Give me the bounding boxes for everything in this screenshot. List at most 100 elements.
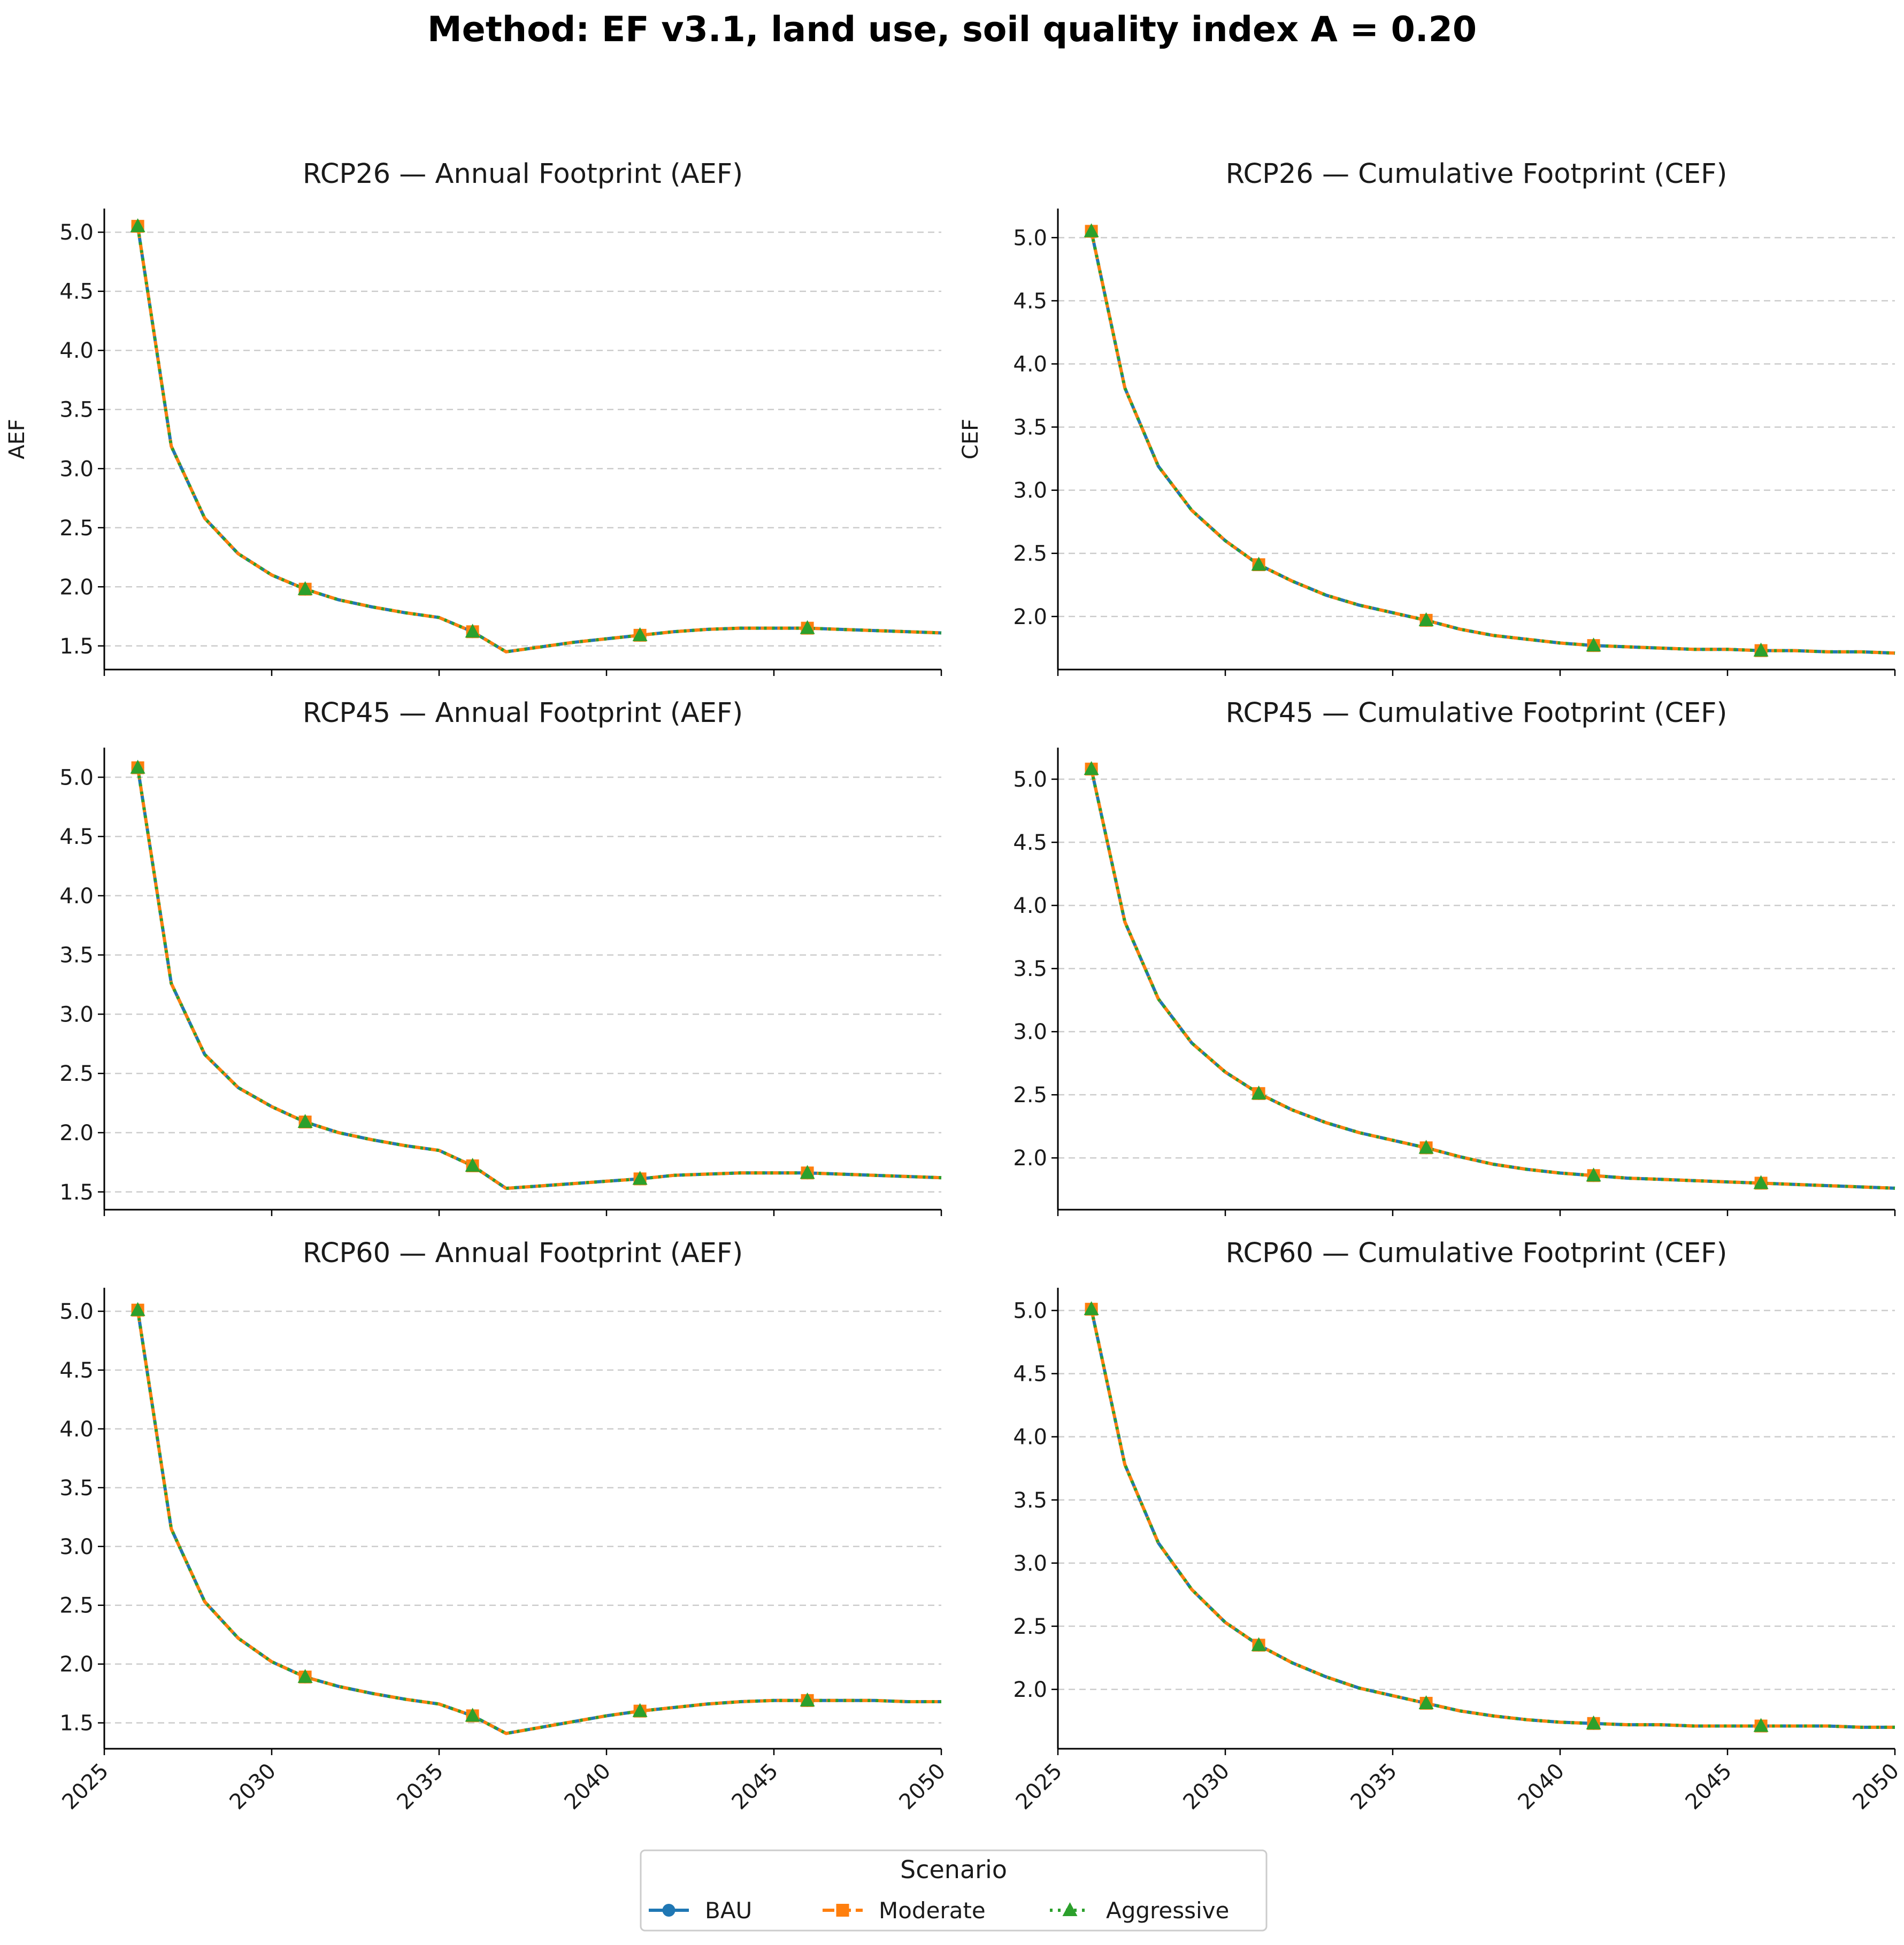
data-point-aggressive bbox=[1084, 223, 1099, 237]
y-tick-label: 3.0 bbox=[1013, 1551, 1047, 1576]
y-tick-label: 3.0 bbox=[59, 1535, 94, 1559]
subplot-title: RCP45 — Cumulative Footprint (CEF) bbox=[1226, 697, 1728, 729]
y-tick-label: 4.0 bbox=[59, 884, 94, 909]
x-tick-label: 2030 bbox=[225, 1759, 281, 1815]
legend-entry-aggressive: Aggressive bbox=[1050, 1897, 1229, 1924]
legend-marker bbox=[836, 1904, 849, 1917]
y-tick-label: 3.0 bbox=[1013, 479, 1047, 503]
subplot-title: RCP26 — Annual Footprint (AEF) bbox=[303, 158, 743, 190]
series-line-bau bbox=[1089, 230, 1895, 655]
data-point-aggressive bbox=[1418, 612, 1434, 626]
data-point-aggressive bbox=[465, 1708, 480, 1722]
y-tick-label: 4.0 bbox=[1013, 352, 1047, 376]
subplot-3: RCP45 — Annual Footprint (AEF) 1.5 2.0 2.5 3… bbox=[59, 697, 942, 1216]
y-tick-label: 3.5 bbox=[1013, 957, 1047, 981]
subplot-title: RCP45 — Annual Footprint (AEF) bbox=[303, 697, 743, 729]
series-line-moderate bbox=[1089, 230, 1895, 655]
data-point-aggressive bbox=[297, 1114, 313, 1128]
x-tick-label: 2025 bbox=[1011, 1759, 1068, 1815]
subplot-title: RCP60 — Annual Footprint (AEF) bbox=[303, 1237, 743, 1269]
y-tick-label: 2.5 bbox=[1013, 1615, 1047, 1639]
legend-entry-bau: BAU bbox=[649, 1897, 752, 1924]
series-line-moderate bbox=[1089, 1309, 1895, 1729]
subplot-1: RCP26 — Annual Footprint (AEF) 1.5 2.0 2.5 3… bbox=[5, 158, 942, 676]
data-point-aggressive bbox=[130, 218, 145, 233]
y-tick-label: 2.0 bbox=[1013, 1678, 1047, 1702]
legend: Scenario BAU Moderate Aggressive bbox=[640, 1849, 1268, 1932]
y-tick-label: 2.0 bbox=[1013, 605, 1047, 629]
x-tick-label: 2050 bbox=[895, 1759, 951, 1815]
series-line-bau bbox=[136, 767, 942, 1190]
y-tick-label: 5.0 bbox=[59, 220, 94, 245]
x-tick-label: 2025 bbox=[58, 1759, 114, 1815]
data-point-aggressive bbox=[297, 581, 313, 595]
data-point-aggressive bbox=[632, 1703, 648, 1717]
legend-marker bbox=[1062, 1902, 1078, 1916]
data-point-aggressive bbox=[800, 620, 815, 634]
data-point-aggressive bbox=[1251, 1637, 1266, 1651]
data-point-aggressive bbox=[800, 1692, 815, 1706]
x-tick-label: 2045 bbox=[1681, 1759, 1737, 1815]
series-line-aggressive bbox=[136, 226, 942, 654]
y-axis-label: AEF bbox=[5, 419, 29, 459]
y-tick-label: 4.5 bbox=[1013, 1362, 1047, 1387]
x-tick-label: 2045 bbox=[727, 1759, 784, 1815]
y-tick-label: 2.0 bbox=[59, 1121, 94, 1146]
subplot-title: RCP60 — Cumulative Footprint (CEF) bbox=[1226, 1237, 1728, 1269]
data-point-aggressive bbox=[1753, 642, 1769, 657]
y-tick-label: 5.0 bbox=[1013, 1299, 1047, 1324]
y-tick-label: 5.0 bbox=[1013, 226, 1047, 250]
data-point-aggressive bbox=[130, 759, 145, 774]
legend-marker bbox=[662, 1904, 675, 1917]
series-line-aggressive bbox=[136, 1310, 941, 1735]
data-point-aggressive bbox=[1586, 1715, 1601, 1729]
data-point-aggressive bbox=[465, 624, 480, 638]
data-point-aggressive bbox=[130, 1302, 145, 1316]
y-tick-label: 3.0 bbox=[59, 1002, 94, 1027]
series-line-moderate bbox=[136, 226, 942, 654]
data-point-aggressive bbox=[1251, 556, 1266, 571]
subplot-title: RCP26 — Cumulative Footprint (CEF) bbox=[1226, 158, 1728, 190]
series-line-aggressive bbox=[1089, 230, 1895, 655]
series-line-aggressive bbox=[136, 767, 942, 1190]
y-tick-label: 5.0 bbox=[59, 765, 94, 790]
y-tick-label: 4.5 bbox=[1013, 289, 1047, 313]
series-line-aggressive bbox=[1089, 768, 1895, 1190]
series-line-bau bbox=[136, 226, 942, 654]
subplot-6: RCP60 — Cumulative Footprint (CEF) 2.0 2.5… bbox=[1011, 1237, 1904, 1815]
legend-frame bbox=[640, 1849, 1268, 1932]
y-tick-label: 2.5 bbox=[59, 516, 94, 541]
subplot-2: RCP26 — Cumulative Footprint (CEF) 2.0 2.5… bbox=[958, 158, 1896, 676]
y-tick-label: 3.5 bbox=[59, 1476, 94, 1501]
series-line-bau bbox=[1089, 1309, 1895, 1729]
y-tick-label: 4.5 bbox=[59, 825, 94, 849]
data-point-aggressive bbox=[1753, 1718, 1769, 1732]
legend-entry-moderate: Moderate bbox=[823, 1897, 986, 1924]
y-tick-label: 4.5 bbox=[59, 1358, 94, 1383]
x-tick-label: 2030 bbox=[1179, 1759, 1235, 1815]
figure-title: Method: EF v3.1, land use, soil quality … bbox=[427, 10, 1477, 50]
legend-label: Moderate bbox=[879, 1897, 986, 1924]
data-point-aggressive bbox=[800, 1165, 815, 1179]
legend-label: BAU bbox=[705, 1897, 752, 1924]
x-tick-label: 2040 bbox=[1514, 1759, 1570, 1815]
y-tick-label: 1.5 bbox=[59, 1711, 94, 1736]
y-tick-label: 5.0 bbox=[1013, 767, 1047, 792]
data-point-aggressive bbox=[1251, 1085, 1266, 1100]
series-line-bau bbox=[1089, 768, 1895, 1190]
y-tick-label: 3.5 bbox=[59, 943, 94, 968]
data-point-aggressive bbox=[1084, 1301, 1099, 1316]
data-point-aggressive bbox=[1586, 637, 1601, 652]
y-tick-label: 3.0 bbox=[59, 457, 94, 481]
data-point-aggressive bbox=[632, 1171, 648, 1185]
y-tick-label: 2.0 bbox=[1013, 1146, 1047, 1171]
y-tick-label: 3.0 bbox=[1013, 1020, 1047, 1044]
x-tick-label: 2035 bbox=[393, 1759, 449, 1815]
x-tick-label: 2035 bbox=[1346, 1759, 1402, 1815]
series-line-moderate bbox=[136, 1310, 941, 1735]
series-line-bau bbox=[136, 1310, 941, 1735]
legend-title: Scenario bbox=[900, 1855, 1007, 1884]
y-tick-label: 2.5 bbox=[1013, 1083, 1047, 1108]
y-tick-label: 4.5 bbox=[59, 280, 94, 304]
